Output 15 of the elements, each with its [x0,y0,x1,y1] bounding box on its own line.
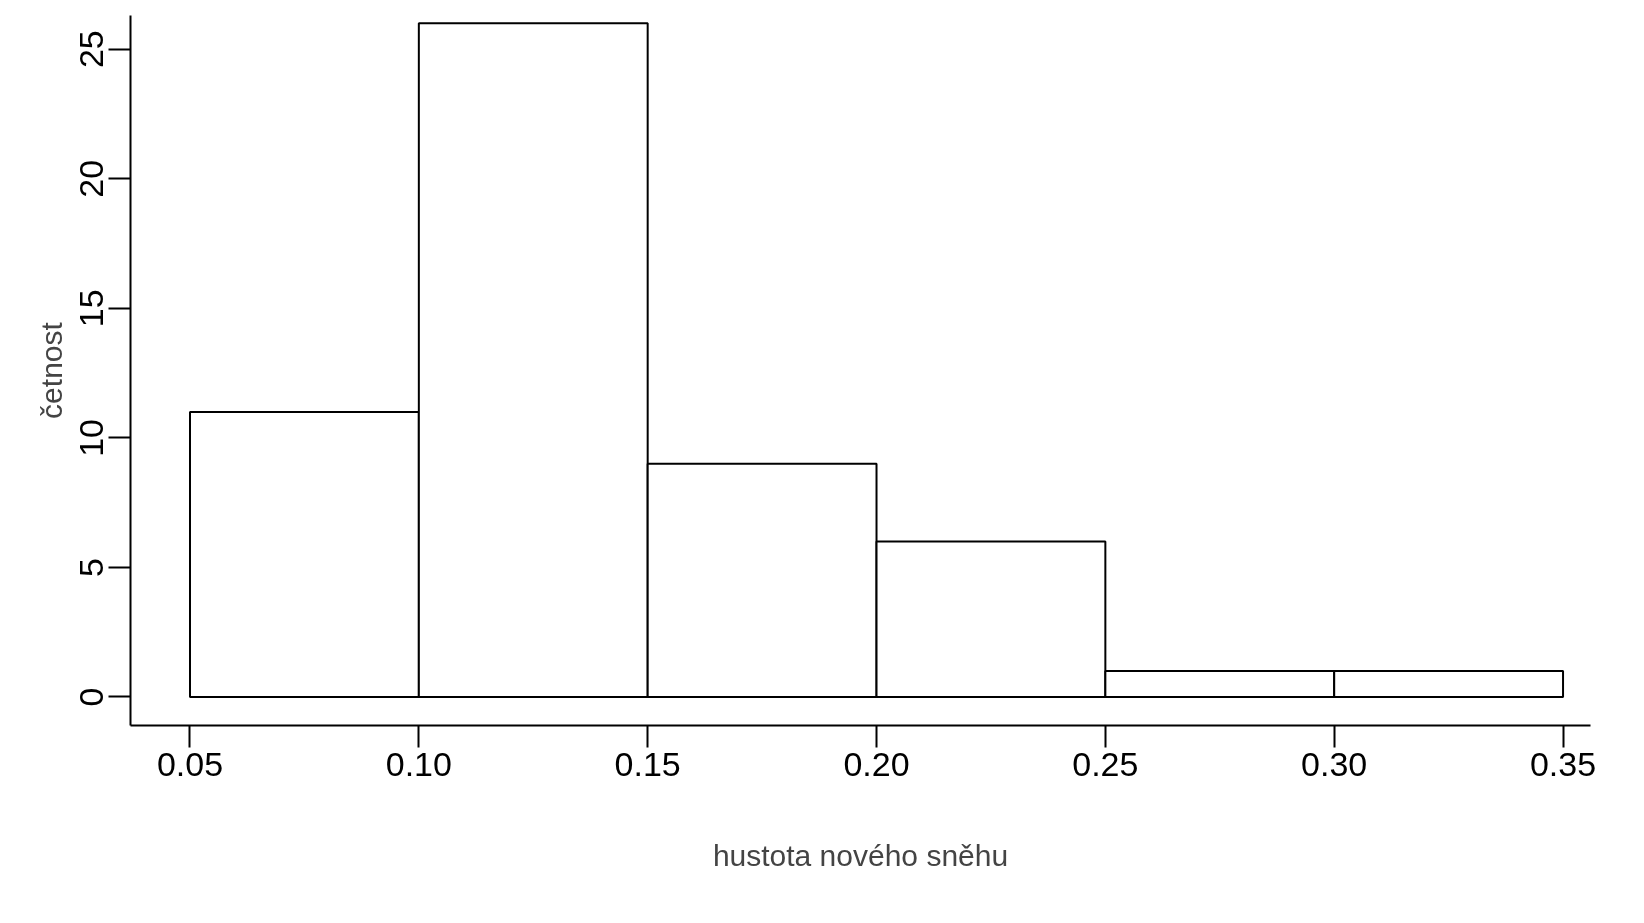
y-tick-label: 15 [72,289,111,328]
x-tick-label: 0.35 [1529,744,1597,783]
x-axis-title: hustota nového sněhu [712,838,1009,872]
y-axis-title: četnost [34,321,68,419]
x-tick-label: 0.20 [843,744,910,783]
x-tick-label: 0.25 [1072,744,1139,783]
y-tick-label: 0 [72,687,111,707]
y-tick-label: 10 [72,418,111,457]
x-tick-label: 0.05 [156,744,224,783]
y-tick-label: 20 [72,159,111,198]
y-tick-label: 5 [72,557,111,577]
x-tick-label: 0.15 [614,744,681,783]
x-tick-label: 0.10 [385,744,452,783]
y-tick-label: 25 [72,30,111,69]
x-tick-label: 0.30 [1301,744,1368,783]
